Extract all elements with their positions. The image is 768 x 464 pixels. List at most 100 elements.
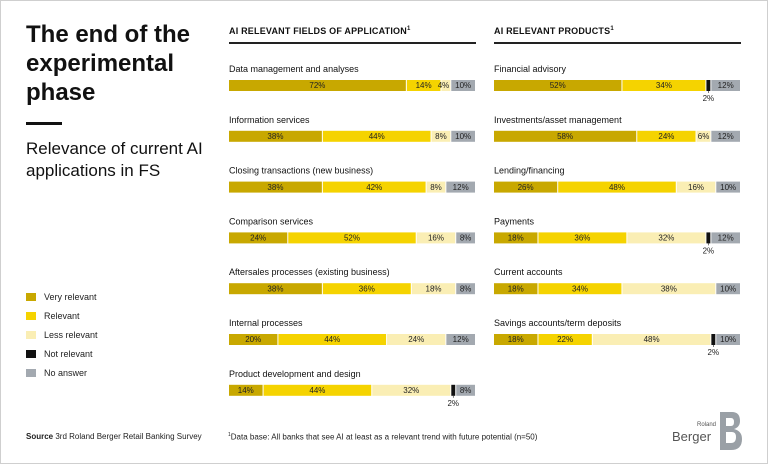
bar-value-label: 4% <box>438 81 450 90</box>
legend-label: Not relevant <box>44 348 93 359</box>
bar-value-label: 24% <box>408 335 424 344</box>
bar-value-label: 16% <box>428 234 444 243</box>
bar-segment-relevant <box>538 232 627 244</box>
logo-name-text: Berger <box>672 429 712 444</box>
bar-value-label: 20% <box>245 335 261 344</box>
bar-value-label: 48% <box>644 335 660 344</box>
bar-value-label: 44% <box>309 386 325 395</box>
category-label: Current accounts <box>494 267 563 277</box>
bar-value-label: 12% <box>718 132 734 141</box>
bar-value-label: 24% <box>658 132 674 141</box>
bar-value-label: 16% <box>688 183 704 192</box>
bar-value-label: 38% <box>661 284 677 293</box>
bar-segment-no-answer <box>451 130 475 142</box>
bar-segment-relevant <box>558 181 676 193</box>
bar-segment-very-relevant <box>229 181 322 193</box>
bar-value-label: 10% <box>455 132 471 141</box>
legend-swatch-no-answer <box>26 368 36 377</box>
bar-segment-less-relevant <box>372 384 451 396</box>
source-text: 3rd Roland Berger Retail Banking Survey <box>55 432 202 441</box>
bar-value-label: 6% <box>698 132 710 141</box>
bar-value-label-outside: 2% <box>708 348 720 357</box>
bar-value-label: 8% <box>460 284 472 293</box>
bar-segment-less-relevant <box>411 283 456 295</box>
page-subtitle: Relevance of current AI applications in … <box>26 139 203 180</box>
bar-value-label: 18% <box>508 284 524 293</box>
bar-segment-very-relevant <box>494 283 538 295</box>
bar-value-label: 44% <box>324 335 340 344</box>
bar-segment-very-relevant <box>229 232 288 244</box>
products-panel-footnote-mark: 1 <box>610 26 614 32</box>
bar-segment-very-relevant <box>494 232 538 244</box>
bar-segment-relevant <box>322 181 426 193</box>
category-label: Aftersales processes (existing business) <box>229 267 390 277</box>
bar-segment-relevant <box>322 283 411 295</box>
bar-value-label: 12% <box>718 234 734 243</box>
database-note-mark: 1 <box>228 432 231 438</box>
products-panel: AI RELEVANT PRODUCTS1 <box>494 26 741 44</box>
bar-segment-less-relevant <box>416 232 456 244</box>
bar-value-label: 36% <box>359 284 375 293</box>
bar-segment-not-relevant <box>706 80 711 91</box>
bar-segment-less-relevant <box>592 334 711 345</box>
bar-segment-relevant <box>637 130 696 142</box>
legend-item-no-answer: No answer <box>26 363 98 382</box>
bar-segment-less-relevant <box>676 181 716 193</box>
bar-value-label: 48% <box>609 183 625 192</box>
bar-segment-no-answer <box>446 334 475 345</box>
page-title: The end of the experimental phase <box>26 21 190 106</box>
bar-segment-no-answer <box>711 130 740 142</box>
legend-item-not-relevant: Not relevant <box>26 344 98 363</box>
bar-segment-relevant <box>288 232 416 244</box>
bar-segment-relevant <box>278 334 387 345</box>
products-panel-title: AI RELEVANT PRODUCTS <box>494 26 611 36</box>
bar-value-label: 10% <box>720 284 736 293</box>
bar-segment-less-relevant <box>387 334 446 345</box>
bar-value-label: 38% <box>267 132 283 141</box>
bar-value-label: 12% <box>453 335 469 344</box>
bar-segment-very-relevant <box>229 80 406 91</box>
legend-swatch-less-relevant <box>26 330 36 339</box>
bar-value-label-outside: 2% <box>703 246 715 255</box>
title-divider <box>26 122 62 125</box>
bar-value-label: 58% <box>557 132 573 141</box>
category-label: Lending/financing <box>494 166 565 176</box>
category-label: Savings accounts/term deposits <box>494 318 622 328</box>
source-note: Source 3rd Roland Berger Retail Banking … <box>26 432 202 441</box>
category-label: Financial advisory <box>494 64 567 74</box>
bar-value-label: 8% <box>460 234 472 243</box>
bar-value-label: 32% <box>658 234 674 243</box>
logo-mark-icon <box>720 412 742 450</box>
bar-value-label: 24% <box>250 234 266 243</box>
category-label: Data management and analyses <box>229 64 359 74</box>
bar-segment-less-relevant <box>696 130 711 142</box>
category-label: Payments <box>494 216 535 226</box>
bar-value-label: 18% <box>426 284 442 293</box>
bar-value-label: 42% <box>366 183 382 192</box>
fields-bar-group: Data management and analyses 72% 14% 4% 10% I… <box>229 64 475 408</box>
bar-value-label: 14% <box>416 81 432 90</box>
bar-value-label: 10% <box>720 335 736 344</box>
bar-segment-no-answer <box>456 384 475 396</box>
bar-value-label: 8% <box>460 386 472 395</box>
database-note: 1Data base: All banks that see AI at lea… <box>228 432 537 442</box>
legend-label: Relevant <box>44 310 80 321</box>
bar-value-label: 8% <box>430 183 442 192</box>
bar-segment-relevant <box>263 384 372 396</box>
bar-value-label: 34% <box>656 81 672 90</box>
bar-value-label: 12% <box>453 183 469 192</box>
bar-value-label: 26% <box>518 183 534 192</box>
bar-segment-no-answer <box>711 80 740 91</box>
bar-segment-relevant <box>538 283 622 295</box>
bar-value-label: 32% <box>403 386 419 395</box>
bar-value-label-outside: 2% <box>703 94 715 103</box>
bar-segment-very-relevant <box>229 130 322 142</box>
bar-segment-relevant <box>322 130 431 142</box>
database-note-text: Data base: All banks that see AI at leas… <box>230 432 538 442</box>
legend-label: No answer <box>44 367 88 378</box>
bar-segment-less-relevant <box>622 283 716 295</box>
source-label: Source <box>26 432 54 441</box>
bar-value-label: 38% <box>267 183 283 192</box>
